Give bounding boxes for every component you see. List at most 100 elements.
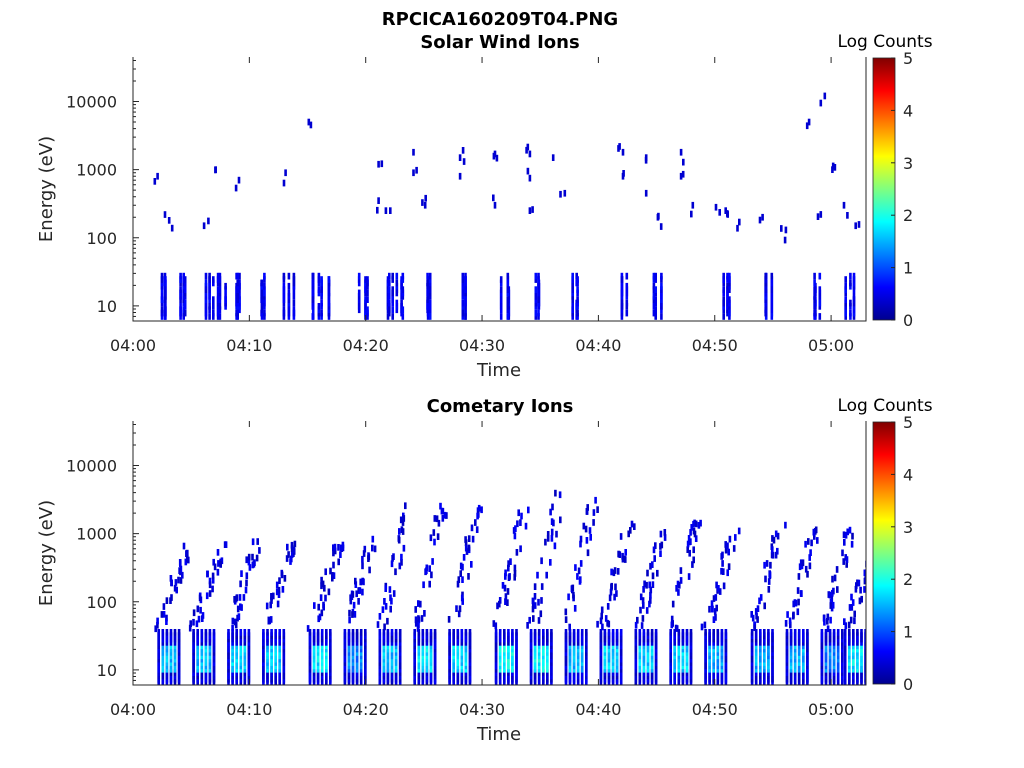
heatmap-cell [239,629,243,636]
heatmap-cell [401,528,405,535]
heatmap-cell [364,652,367,660]
heatmap-cell [529,652,533,660]
heatmap-cell [343,665,347,673]
heatmap-cell [654,652,658,660]
heatmap-cell [789,621,792,629]
colorbar-tick-label: 2 [903,570,913,589]
heatmap-cell [391,299,394,307]
heatmap-cell [542,665,545,673]
heatmap-cell [351,642,355,650]
heatmap-cell [852,659,855,666]
heatmap-cell [452,642,455,650]
heatmap-cell [660,282,663,290]
x-tick-label: 04:30 [459,336,505,355]
heatmap-cell [417,672,421,680]
heatmap-cell [531,597,535,605]
heatmap-cell [675,625,679,632]
heatmap-cell [841,629,844,636]
heatmap-cell [391,272,394,280]
heatmap-cell [724,629,728,636]
heatmap-cell [576,642,580,650]
heatmap-cell [320,635,324,643]
heatmap-cell [464,629,468,636]
heatmap-cell [785,642,789,650]
heatmap-cell [231,672,234,680]
heatmap-cell [653,555,656,562]
heatmap-cell [550,642,553,650]
heatmap-cell [260,299,264,307]
heatmap-cell [708,649,711,656]
heatmap-cell [216,306,220,314]
heatmap-cell [625,293,629,300]
heatmap-cell [320,652,324,660]
heatmap-cell [571,313,574,320]
heatmap-cell [359,629,363,636]
heatmap-cell [343,652,347,660]
heatmap-cell [192,635,195,643]
heatmap-cell [828,642,832,650]
heatmap-cell [378,613,382,620]
heatmap-cell [236,605,240,613]
heatmap-cell [329,652,332,660]
heatmap-cell [856,635,859,643]
heatmap-cell [864,576,866,583]
heatmap-cell [426,296,429,303]
heatmap-cell [824,635,828,643]
colorbar-tick-label: 5 [903,413,913,432]
heatmap-cell [189,620,192,627]
heatmap-cell [499,306,503,314]
heatmap-cell [763,642,766,650]
heatmap-cell [234,184,238,192]
heatmap-cell [208,629,212,636]
heatmap-cell [165,672,169,680]
heatmap-cell [494,652,498,660]
heatmap-cell [401,313,405,320]
heatmap-cell [161,665,165,673]
heatmap-cell [422,581,425,589]
heatmap-cell [208,649,212,656]
heatmap-cell [852,635,855,643]
heatmap-cell [843,659,847,666]
heatmap-cell [461,276,465,283]
heatmap-cell [266,672,269,680]
heatmap-cell [611,672,615,680]
heatmap-cell [312,652,316,660]
heatmap-cell [853,617,856,625]
heatmap-cell [607,642,611,650]
heatmap-cell [420,615,424,622]
heatmap-cell [764,279,767,287]
heatmap-cell [160,276,164,283]
heatmap-cell [844,276,847,283]
heatmap-cell [789,652,793,660]
heatmap-cell [843,629,847,636]
heatmap-cell [339,551,342,558]
heatmap-cell [754,649,758,656]
heatmap-cell [388,299,391,307]
heatmap-cell [611,629,615,636]
heatmap-cell [448,649,451,656]
heatmap-cell [852,299,856,307]
heatmap-cell [792,600,795,608]
heatmap-cell [820,629,824,636]
heatmap-cell [282,649,286,656]
heatmap-cell [738,218,741,226]
heatmap-cell [347,642,351,650]
heatmap-cell [285,555,289,562]
heatmap-cell [165,649,169,656]
heatmap-cell [364,659,367,666]
heatmap-cell [499,313,503,320]
heatmap-cell [793,642,797,650]
heatmap-cell [826,625,830,633]
heatmap-cell [165,614,168,622]
heatmap-cell [200,649,204,656]
heatmap-cell [196,642,199,650]
heatmap-cell [654,672,658,680]
heatmap-cell [179,303,182,310]
heatmap-cell [615,642,619,650]
heatmap-cell [529,642,533,650]
heatmap-cell [218,276,222,283]
heatmap-cell [863,569,866,577]
heatmap-cell [572,642,576,650]
heatmap-cell [507,672,510,680]
heatmap-cell [183,279,187,287]
